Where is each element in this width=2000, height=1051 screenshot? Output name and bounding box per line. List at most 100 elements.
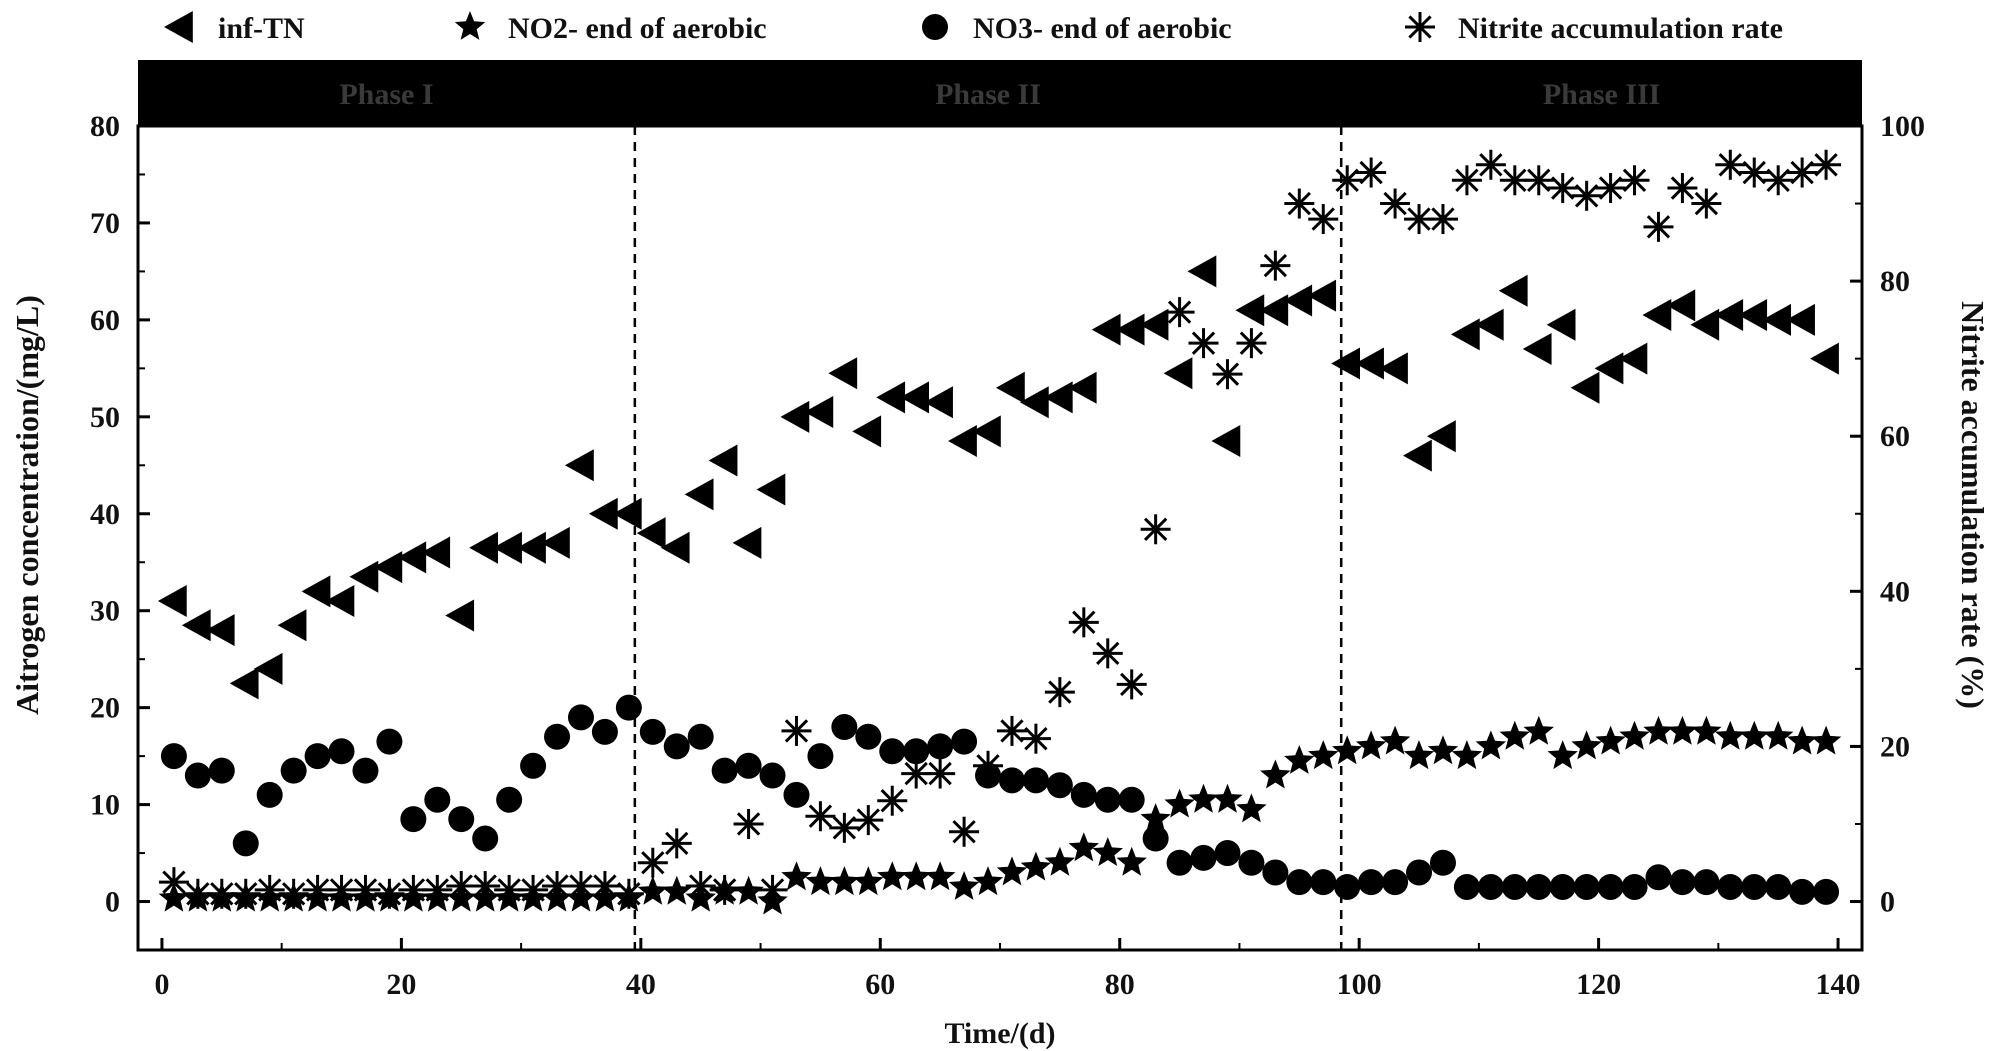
data-point xyxy=(232,830,259,857)
data-point xyxy=(1355,730,1387,760)
data-point xyxy=(996,856,1028,886)
data-point xyxy=(373,551,403,584)
data-point xyxy=(1358,869,1385,896)
data-point xyxy=(661,828,692,859)
x-tick-label: 80 xyxy=(1105,968,1135,1001)
data-point xyxy=(1310,869,1337,896)
data-point xyxy=(1356,157,1387,188)
data-point xyxy=(1787,157,1818,188)
data-point xyxy=(829,812,860,843)
data-point xyxy=(1714,299,1744,332)
data-point xyxy=(1547,173,1578,204)
data-point xyxy=(1619,720,1650,750)
y-axis-right: 0 20 40 60 80 100 xyxy=(1850,110,1925,919)
data-point xyxy=(304,743,331,770)
data-point xyxy=(565,871,596,902)
x-tick-label: 100 xyxy=(1337,968,1382,1001)
data-point xyxy=(1690,308,1720,341)
data-point xyxy=(494,874,525,905)
data-point xyxy=(1597,873,1624,900)
data-point xyxy=(687,723,714,750)
data-point xyxy=(1070,781,1097,808)
y-left-tick-label: 10 xyxy=(90,789,120,822)
data-point xyxy=(1284,745,1315,774)
data-point xyxy=(1142,825,1169,852)
data-point xyxy=(1762,303,1791,336)
data-point xyxy=(780,400,810,433)
data-point xyxy=(949,816,980,847)
data-point xyxy=(1214,840,1241,867)
data-point xyxy=(901,861,932,891)
data-point xyxy=(349,560,379,593)
data-point xyxy=(1621,873,1648,900)
data-point xyxy=(1475,149,1506,180)
data-point xyxy=(254,874,285,905)
data-point xyxy=(1523,715,1554,745)
data-point xyxy=(1813,878,1840,905)
legend-label: Nitrite accumulation rate xyxy=(1458,12,1783,45)
data-point xyxy=(781,861,812,891)
data-point xyxy=(397,541,427,574)
x-tick-label: 20 xyxy=(386,968,416,1001)
phase-label: Phase I xyxy=(339,78,433,111)
data-point xyxy=(1116,669,1147,700)
y-right-tick-label: 20 xyxy=(1880,730,1910,763)
data-point xyxy=(496,786,523,813)
data-point xyxy=(470,871,501,902)
data-point xyxy=(157,585,187,618)
data-point xyxy=(1094,786,1121,813)
data-point xyxy=(1238,849,1265,876)
data-point xyxy=(828,357,858,390)
data-point xyxy=(1116,846,1147,876)
data-point xyxy=(660,531,690,564)
data-point xyxy=(352,757,379,784)
data-point xyxy=(160,743,187,770)
y-right-tick-label: 100 xyxy=(1880,110,1925,143)
data-point xyxy=(637,847,668,878)
data-point xyxy=(1498,274,1528,307)
data-point xyxy=(1642,299,1672,332)
data-point xyxy=(1020,723,1051,754)
data-point xyxy=(1619,165,1650,196)
y-left-tick-label: 0 xyxy=(105,886,120,919)
data-point xyxy=(1451,740,1483,770)
data-point xyxy=(759,762,786,789)
data-point xyxy=(1738,299,1768,332)
data-point xyxy=(1043,381,1073,414)
data-point xyxy=(1475,730,1507,760)
data-point xyxy=(995,371,1025,404)
data-point xyxy=(612,497,642,530)
data-point xyxy=(1669,869,1696,896)
data-point xyxy=(1308,740,1339,770)
data-point xyxy=(853,866,884,896)
data-point xyxy=(1188,783,1219,813)
data-point xyxy=(1236,328,1267,359)
x-tick-label: 60 xyxy=(865,968,895,1001)
data-point xyxy=(1140,514,1171,545)
legend-label: inf-TN xyxy=(218,12,305,45)
data-point xyxy=(1308,204,1339,235)
data-point xyxy=(253,652,283,685)
data-point xyxy=(1618,342,1648,375)
data-point xyxy=(1667,715,1698,745)
data-point xyxy=(1092,638,1123,669)
data-point xyxy=(1427,735,1459,765)
data-point xyxy=(1382,869,1409,896)
data-point xyxy=(325,585,355,618)
data-point xyxy=(181,609,211,642)
data-point xyxy=(1453,873,1480,900)
data-point xyxy=(1715,720,1746,750)
data-point xyxy=(424,786,451,813)
data-point xyxy=(1044,677,1075,708)
data-point xyxy=(1332,165,1363,196)
data-point xyxy=(1022,767,1049,794)
data-point xyxy=(1573,873,1600,900)
data-point xyxy=(567,704,594,731)
legend-label: NO3- end of aerobic xyxy=(973,12,1232,45)
y-axis-left-title: Aitrogen concentration/(mg/L) xyxy=(9,295,45,715)
data-point xyxy=(1379,352,1408,385)
plot-frame xyxy=(136,124,1864,952)
data-point xyxy=(517,531,546,564)
phase-label: Phase III xyxy=(1543,78,1661,111)
data-point xyxy=(1403,740,1435,770)
